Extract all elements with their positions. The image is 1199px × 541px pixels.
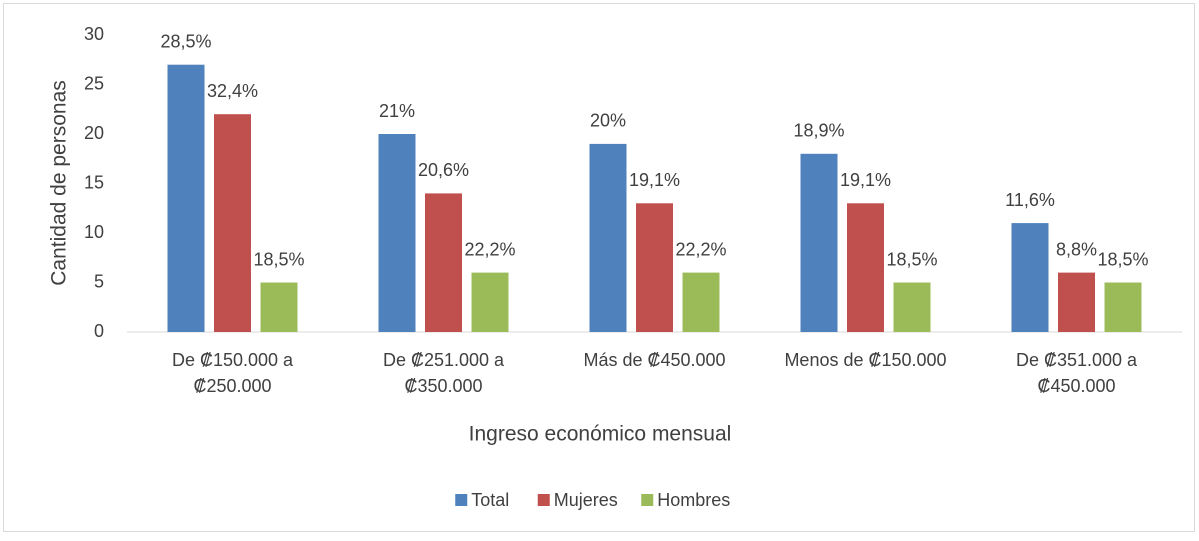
bar [471, 272, 509, 332]
data-label: 18,5% [253, 249, 304, 269]
y-tick-label: 20 [84, 123, 104, 143]
legend-label: Total [471, 490, 509, 510]
x-tick-label: Más de ₡450.000 [583, 350, 725, 370]
data-label: 20% [590, 111, 626, 131]
legend-swatch [537, 494, 550, 506]
y-tick-label: 30 [84, 24, 104, 44]
legend-swatch [455, 494, 468, 506]
data-label: 22,2% [675, 239, 726, 259]
x-tick-label: ₡450.000 [1037, 376, 1115, 396]
y-tick-label: 5 [94, 271, 104, 291]
x-tick-label: De ₡251.000 a [383, 350, 505, 370]
y-tick-label: 15 [84, 172, 104, 192]
bar [1058, 272, 1095, 332]
data-label: 18,5% [886, 249, 937, 269]
bar [893, 282, 931, 332]
data-label: 19,1% [840, 170, 891, 190]
bar [214, 114, 251, 332]
bar [636, 203, 673, 332]
data-label: 22,2% [464, 239, 515, 259]
bar [589, 143, 627, 332]
x-tick-label: ₡350.000 [404, 376, 482, 396]
y-tick-label: 25 [84, 73, 104, 93]
x-tick-label: De ₡351.000 a [1016, 350, 1138, 370]
bar [167, 64, 205, 332]
x-tick-label: Menos de ₡150.000 [784, 350, 946, 370]
legend-swatch [641, 494, 654, 506]
legend-label: Hombres [657, 490, 730, 510]
data-label: 20,6% [418, 160, 469, 180]
y-axis-title: Cantidad de personas [48, 80, 71, 285]
x-axis-title: Ingreso económico mensual [469, 423, 732, 446]
bar [425, 193, 462, 332]
y-tick-label: 10 [84, 222, 104, 242]
legend-label: Mujeres [554, 490, 618, 510]
data-label: 19,1% [629, 170, 680, 190]
data-label: 18,5% [1097, 249, 1148, 269]
x-tick-label: ₡250.000 [193, 376, 271, 396]
data-label: 21% [379, 101, 415, 121]
data-label: 8,8% [1056, 239, 1097, 259]
data-label: 11,6% [1005, 190, 1055, 210]
bar [682, 272, 720, 332]
data-label: 28,5% [160, 31, 211, 51]
bar [800, 153, 838, 332]
bar [260, 282, 298, 332]
bar [1104, 282, 1142, 332]
x-tick-label: De ₡150.000 a [172, 350, 294, 370]
bar [847, 203, 884, 332]
y-tick-label: 0 [94, 321, 104, 341]
data-label: 32,4% [207, 81, 258, 101]
bar [378, 134, 416, 332]
bar [1011, 223, 1049, 332]
data-label: 18,9% [793, 121, 844, 141]
